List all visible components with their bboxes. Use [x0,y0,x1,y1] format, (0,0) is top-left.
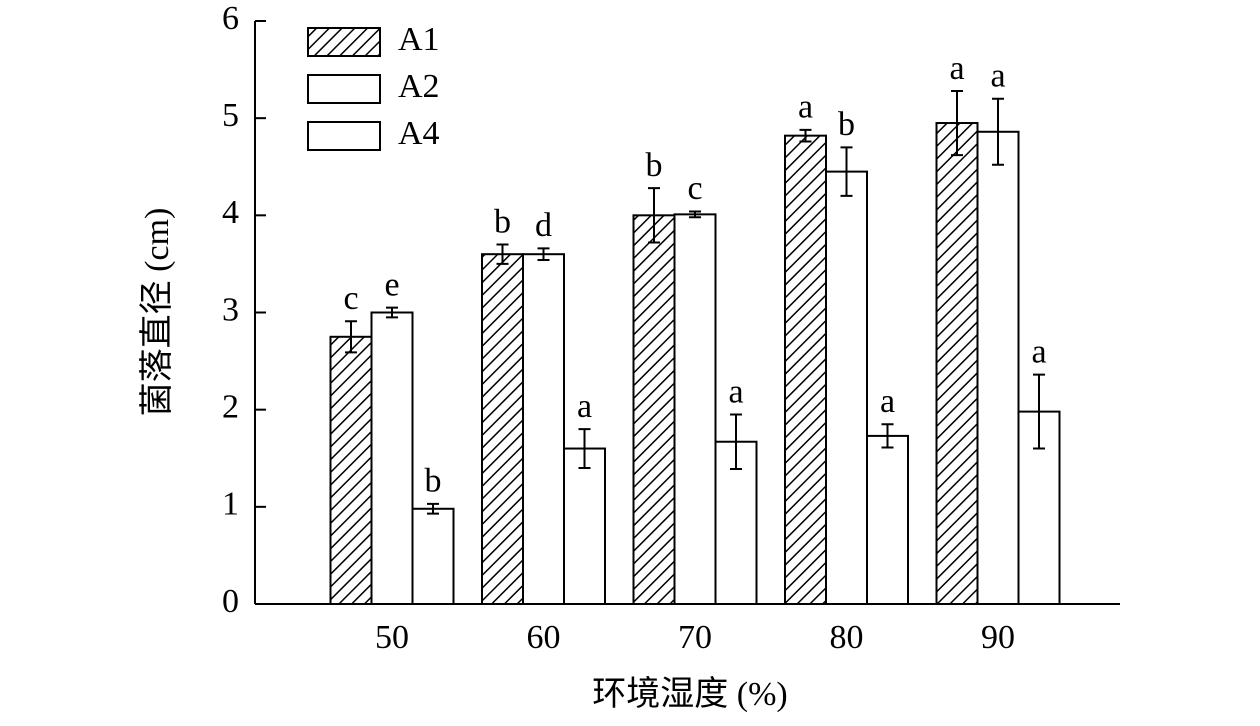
error-bar [992,97,1004,166]
error-bar [951,89,963,157]
bar [935,122,979,606]
y-axis-label: 菌落直径 (cm) [138,208,176,417]
error-bar [648,187,660,244]
significance-letter: a [990,58,1005,95]
error-bar [730,413,742,470]
significance-letter: b [494,203,511,240]
bar [563,447,606,605]
y-tick-label: 5 [222,97,239,134]
legend-label: A4 [398,115,440,152]
error-bar [799,128,812,143]
bar [784,134,827,605]
significance-letter: b [425,463,442,500]
legend-label: A2 [398,68,440,105]
significance-letter: c [687,170,702,207]
legend-swatch [307,27,381,57]
error-bar [881,423,894,449]
bar [370,311,414,605]
bar [329,335,373,605]
x-tick-label: 70 [678,619,712,656]
significance-letter: b [838,106,855,143]
bar [673,213,717,605]
y-tick-label: 3 [222,291,239,328]
significance-letter: d [535,207,552,244]
x-tick-label: 60 [527,619,561,656]
significance-letter: a [798,89,813,126]
bar [481,253,524,605]
error-bar [496,243,509,265]
y-tick-label: 1 [222,486,239,523]
error-bar [840,146,853,197]
significance-letter: c [343,280,358,317]
x-tick-label: 90 [981,619,1015,656]
legend-swatch [307,74,381,104]
x-axis-label: 环境湿度 (%) [592,675,787,713]
bar [825,170,868,605]
significance-letter: a [1031,333,1046,370]
bar [976,130,1020,606]
significance-letter: a [880,383,895,420]
error-bar [1033,373,1045,450]
legend-swatch [307,121,381,151]
error-bar [537,247,550,262]
bar [411,507,455,606]
significance-letter: b [646,147,663,184]
y-tick-label: 0 [222,583,239,620]
error-bar [427,502,439,515]
bar [632,214,676,605]
y-tick-label: 2 [222,388,239,425]
error-bar [345,320,357,354]
significance-letter: e [384,266,399,303]
bar [714,440,758,605]
x-tick-label: 50 [375,619,409,656]
y-tick-label: 6 [222,0,239,37]
significance-letter: a [577,388,592,425]
y-tick-label: 4 [222,194,239,231]
legend-label: A1 [398,21,440,58]
bar [866,434,909,605]
significance-letter: a [949,50,964,87]
significance-letter: a [728,373,743,410]
error-bar [689,210,701,219]
error-bar [386,306,398,319]
error-bar [578,428,591,469]
x-tick-label: 80 [830,619,864,656]
bar [522,253,565,605]
